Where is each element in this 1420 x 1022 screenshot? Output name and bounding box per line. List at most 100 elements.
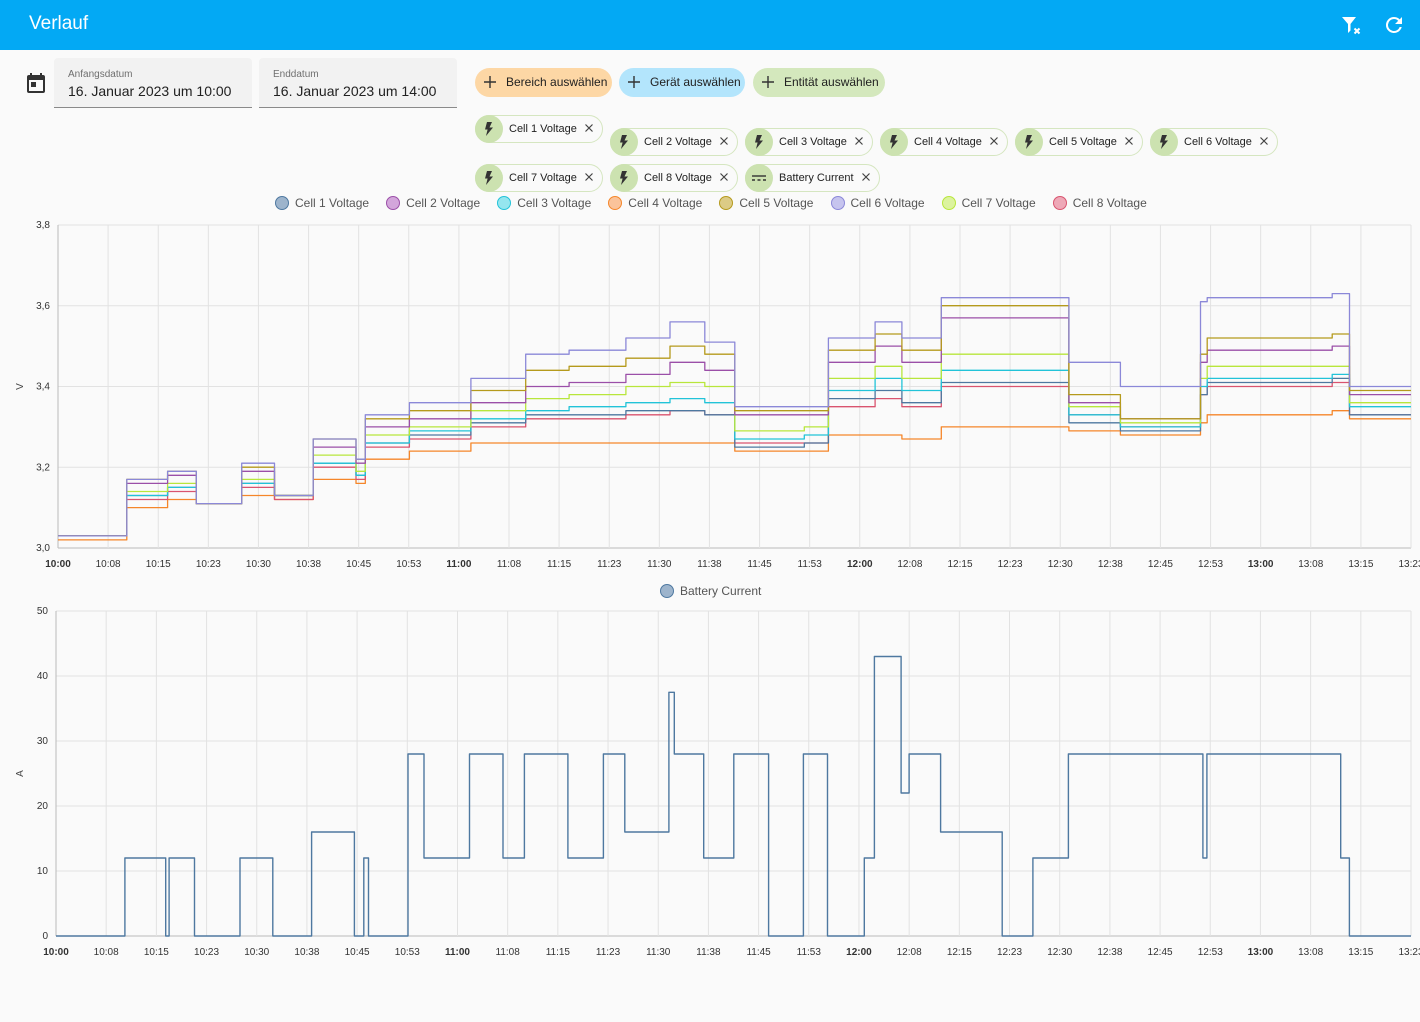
x-tick-label: 10:30: [246, 559, 271, 570]
end-date-field[interactable]: Enddatum 16. Januar 2023 um 14:00: [259, 58, 457, 108]
y-tick-label: 10: [37, 866, 49, 877]
legend-swatch: [497, 196, 512, 210]
close-icon: [585, 173, 593, 181]
entity-icon-bubble: [610, 128, 638, 156]
entity-chip-6[interactable]: Cell 6 Voltage: [1150, 128, 1278, 156]
entity-chip-8[interactable]: Cell 8 Voltage: [610, 164, 738, 192]
current-chart-legend: Battery Current: [0, 583, 1420, 601]
entity-chip-4[interactable]: Cell 4 Voltage: [880, 128, 1008, 156]
legend-swatch: [275, 196, 289, 210]
entity-chip-label: Cell 8 Voltage: [644, 172, 712, 184]
x-tick-label: 11:38: [697, 559, 722, 570]
entity-chip-label: Cell 4 Voltage: [914, 136, 982, 148]
end-date-label: Enddatum: [273, 69, 319, 80]
flash-icon: [620, 171, 628, 185]
entity-chip-3[interactable]: Cell 3 Voltage: [745, 128, 873, 156]
x-tick-label: 13:00: [1248, 947, 1274, 958]
entity-chip-label: Cell 5 Voltage: [1049, 136, 1117, 148]
x-tick-label: 12:45: [1148, 559, 1173, 570]
x-tick-label: 10:23: [194, 947, 219, 958]
entity-chip-2[interactable]: Cell 2 Voltage: [610, 128, 738, 156]
remove-entity-button[interactable]: [1258, 135, 1270, 147]
add-target-button-0[interactable]: Bereich auswählen: [475, 68, 612, 97]
x-tick-label: 11:08: [496, 947, 521, 958]
remove-entity-button[interactable]: [860, 171, 872, 183]
y-axis-title: V: [15, 383, 26, 390]
x-tick-label: 13:23: [1398, 559, 1420, 570]
start-date-field[interactable]: Anfangsdatum 16. Januar 2023 um 10:00: [54, 58, 252, 108]
x-tick-label: 11:23: [596, 947, 621, 958]
y-tick-label: 3,6: [36, 301, 50, 312]
entity-chip-label: Battery Current: [779, 172, 854, 184]
y-tick-label: 3,0: [36, 543, 50, 554]
flash-icon: [1025, 135, 1033, 149]
close-icon: [855, 137, 863, 145]
remove-entity-button[interactable]: [583, 171, 595, 183]
remove-entity-button[interactable]: [718, 135, 730, 147]
x-tick-label: 13:00: [1248, 559, 1274, 570]
x-tick-label: 13:08: [1298, 559, 1323, 570]
x-tick-label: 11:23: [597, 559, 622, 570]
close-icon: [720, 173, 728, 181]
legend-swatch: [830, 196, 845, 210]
clear-filter-button[interactable]: [1339, 13, 1363, 37]
entity-chip-label: Cell 1 Voltage: [509, 123, 577, 135]
add-target-button-1[interactable]: Gerät auswählen: [619, 68, 745, 97]
x-tick-label: 13:23: [1398, 947, 1420, 958]
x-tick-label: 12:23: [997, 947, 1022, 958]
entity-chip-label: Cell 2 Voltage: [644, 136, 712, 148]
x-tick-label: 12:30: [1047, 947, 1072, 958]
entity-icon-bubble: [1150, 128, 1178, 156]
entity-chip-9[interactable]: Battery Current: [745, 164, 880, 192]
flash-icon: [1160, 135, 1168, 149]
refresh-button[interactable]: [1382, 13, 1406, 37]
entity-icon-bubble: [610, 164, 638, 192]
x-tick-label: 10:08: [96, 559, 121, 570]
remove-entity-button[interactable]: [1123, 135, 1135, 147]
app-header: Verlauf: [0, 0, 1420, 50]
y-tick-label: 20: [37, 801, 49, 812]
remove-entity-button[interactable]: [853, 135, 865, 147]
legend-label: Cell 5 Voltage: [739, 196, 814, 210]
x-tick-label: 12:38: [1098, 559, 1123, 570]
x-tick-label: 10:08: [94, 947, 119, 958]
entity-chip-5[interactable]: Cell 5 Voltage: [1015, 128, 1143, 156]
entity-chip-label: Cell 6 Voltage: [1184, 136, 1252, 148]
entity-chip-7[interactable]: Cell 7 Voltage: [475, 164, 603, 192]
legend-label: Cell 8 Voltage: [1072, 196, 1147, 210]
x-tick-label: 11:00: [445, 947, 470, 958]
x-tick-label: 10:00: [45, 559, 71, 570]
y-tick-label: 3,8: [36, 220, 50, 231]
page-title: Verlauf: [29, 13, 89, 34]
x-tick-label: 10:53: [396, 559, 421, 570]
x-tick-label: 10:15: [146, 559, 171, 570]
remove-entity-button[interactable]: [583, 122, 595, 134]
y-tick-label: 0: [42, 931, 48, 942]
legend-label: Cell 2 Voltage: [406, 196, 481, 210]
legend-swatch: [1052, 196, 1067, 210]
close-icon: [585, 124, 593, 132]
close-icon: [1260, 137, 1268, 145]
entity-chip-1[interactable]: Cell 1 Voltage: [475, 115, 603, 143]
legend-swatch: [660, 584, 674, 598]
plus-icon: [628, 76, 640, 88]
x-tick-label: 13:15: [1348, 947, 1373, 958]
filter-remove-icon: [1342, 17, 1361, 35]
x-tick-label: 10:53: [395, 947, 420, 958]
flash-icon: [890, 135, 898, 149]
x-tick-label: 12:53: [1198, 947, 1223, 958]
close-icon: [862, 173, 870, 181]
entity-icon-bubble: [1015, 128, 1043, 156]
start-date-label: Anfangsdatum: [68, 69, 133, 80]
x-tick-label: 10:30: [244, 947, 269, 958]
add-target-button-2[interactable]: Entität auswählen: [753, 68, 885, 97]
entity-icon-bubble: [745, 164, 773, 192]
remove-entity-button[interactable]: [718, 171, 730, 183]
flash-icon: [485, 171, 493, 185]
add-target-label: Entität auswählen: [784, 75, 879, 89]
x-tick-label: 12:15: [947, 947, 972, 958]
voltage-chart: 3,0 3,2 3,4 3,6 3,8 10:00 10:08 10:15 10:23 10:30…: [15, 220, 1420, 570]
remove-entity-button[interactable]: [988, 135, 1000, 147]
calendar-icon[interactable]: [24, 71, 48, 95]
series-line-cell-4: [58, 410, 1411, 541]
